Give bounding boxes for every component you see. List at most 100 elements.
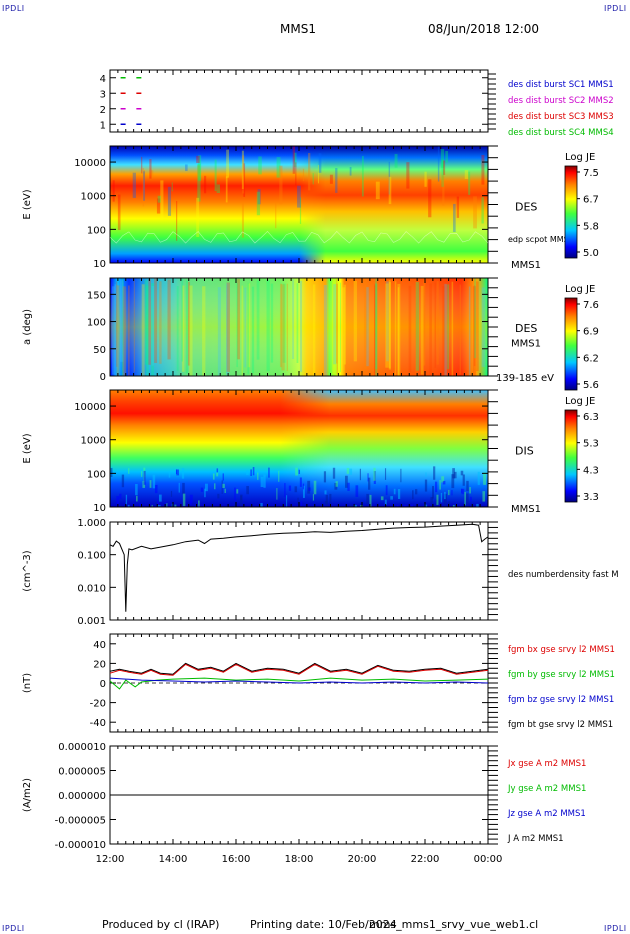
spectrogram-texture	[302, 485, 305, 498]
spectrogram-texture	[312, 284, 316, 376]
spectrogram-texture	[335, 481, 338, 487]
spectrogram-texture	[397, 283, 401, 376]
spectrogram-ytick-label: 50	[93, 345, 106, 356]
spectrogram-texture	[260, 476, 264, 488]
spectrogram-texture	[385, 283, 389, 368]
spectrogram-texture	[226, 284, 228, 376]
spectrogram-texture	[397, 489, 401, 499]
spectrogram-texture	[300, 500, 303, 506]
spectrogram-texture	[141, 471, 143, 477]
spectrogram-texture	[185, 164, 188, 172]
spectrogram-texture	[286, 283, 288, 372]
spectrogram-texture	[122, 286, 126, 376]
colorbar-tick-label: 7.6	[583, 300, 599, 311]
corner-label-bottom-left: IPDLI	[2, 924, 25, 933]
spectrogram-texture	[474, 278, 477, 359]
current-ytick-label: -0.000010	[55, 840, 106, 851]
corner-label-top-left: IPDLI	[2, 4, 25, 13]
spectrogram-texture	[367, 504, 370, 507]
colorbar-tick-label: 6.9	[583, 327, 599, 338]
current-ytick-label: 0.000005	[58, 767, 106, 778]
spectrogram-texture	[121, 278, 124, 376]
spectrogram-texture	[247, 282, 250, 375]
spectrogram-texture	[157, 195, 161, 203]
spectrogram-texture	[226, 282, 230, 372]
spectrogram-texture	[145, 285, 149, 376]
spectrogram-texture	[408, 285, 412, 372]
spectrogram-ytick-label: 100	[87, 469, 106, 480]
spectrogram-texture	[149, 159, 152, 179]
spectrogram-texture	[196, 155, 200, 164]
spectrogram-texture	[433, 466, 436, 480]
spectrogram-texture	[460, 470, 464, 476]
spectrogram-texture	[144, 280, 149, 365]
spectrogram-texture	[119, 505, 122, 507]
spectrogram-texture	[132, 172, 136, 198]
spectrogram-texture	[440, 149, 445, 168]
spectrogram-texture	[150, 170, 154, 177]
spectrogram-texture	[296, 283, 299, 363]
spectrogram-texture	[363, 278, 368, 370]
spectrogram-texture	[482, 491, 486, 502]
spectrogram-texture	[313, 480, 317, 495]
spectrogram-texture	[453, 203, 456, 233]
spectrogram-texture	[225, 176, 228, 203]
spectrogram-texture	[432, 485, 434, 499]
density-ytick-label: 0.100	[77, 551, 106, 562]
spectrogram-texture	[423, 279, 426, 366]
colorbar-tick-label: 3.3	[583, 492, 599, 503]
colorbar-tick-label: 6.2	[583, 353, 599, 364]
spectrogram-texture	[294, 486, 298, 493]
spectrogram-texture	[396, 505, 399, 507]
footer-filename: mms_mms1_srvy_vue_web1.cl	[369, 918, 539, 931]
spectrogram-texture	[246, 470, 249, 475]
spectrogram-texture	[156, 501, 160, 507]
spectrogram-texture	[430, 497, 434, 504]
burst-ytick-label: 3	[100, 89, 106, 100]
spectrogram-texture	[143, 170, 145, 200]
colorbar-tick-label: 5.8	[583, 221, 599, 232]
spectrogram-texture	[437, 146, 440, 182]
spectrogram-texture	[154, 484, 158, 494]
spectrogram-ytick-label: 100	[87, 225, 106, 236]
spectrogram-texture	[412, 490, 414, 500]
spectrogram-texture	[263, 474, 266, 488]
x-tick-label: 12:00	[96, 854, 125, 865]
spacecraft-label: MMS1	[511, 504, 541, 515]
spectrogram-texture	[160, 180, 164, 221]
spectrogram-texture	[222, 473, 224, 481]
spectrogram-texture	[403, 505, 407, 507]
colorbar-tick-label: 4.3	[583, 465, 599, 476]
spectrogram-texture	[182, 482, 185, 495]
spectrogram-texture	[257, 189, 261, 205]
spectrogram-texture	[424, 479, 428, 492]
spectrogram-texture	[116, 281, 118, 367]
spectrogram-texture	[203, 175, 207, 194]
instrument-label: DES	[515, 200, 537, 213]
spectrogram-texture	[112, 180, 115, 202]
spectrogram-texture	[236, 282, 238, 368]
current-ytick-label: 0.000010	[58, 742, 106, 753]
spectrogram-texture	[242, 155, 245, 194]
spectrogram-texture	[149, 480, 152, 488]
spectrogram-texture	[374, 283, 378, 376]
spectrogram-texture	[244, 287, 247, 368]
spectrogram-texture	[349, 468, 353, 475]
spectrogram-texture	[133, 280, 135, 373]
bfield-line	[109, 677, 489, 684]
spectrogram-texture	[473, 285, 476, 367]
spectrogram-texture	[293, 152, 297, 168]
spectrogram-texture	[369, 494, 372, 507]
spectrogram-texture	[425, 472, 427, 477]
density-ytick-label: 0.001	[77, 616, 106, 627]
burst-ytick-label: 2	[100, 105, 106, 116]
spectrogram-texture	[481, 287, 486, 367]
spectrogram-texture	[424, 278, 426, 365]
spectrogram-texture	[142, 168, 145, 207]
spectrogram-texture	[234, 487, 236, 501]
spectrogram-texture	[384, 468, 387, 480]
spectrogram-texture	[292, 279, 294, 359]
spectrogram-texture	[442, 480, 446, 485]
spectrogram-texture	[275, 202, 277, 229]
